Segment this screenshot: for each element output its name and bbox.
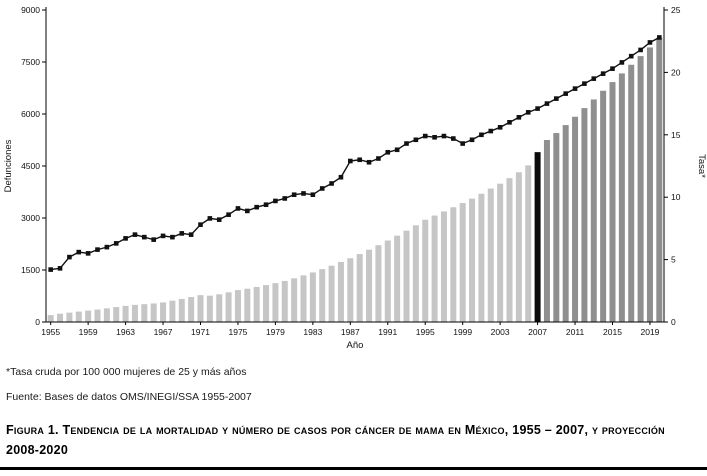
mortality-chart: 0 1500 3000 4500 6000 7500 9000 0 5 10 15 20 25 1955 1… [3, 5, 707, 351]
svg-text:2015: 2015 [603, 327, 622, 337]
bottom-divider [0, 467, 707, 470]
svg-text:1991: 1991 [378, 327, 397, 337]
svg-text:7500: 7500 [21, 57, 40, 67]
svg-text:20: 20 [671, 67, 681, 77]
svg-text:1999: 1999 [453, 327, 472, 337]
svg-text:1983: 1983 [303, 327, 322, 337]
footnote-source: Fuente: Bases de datos OMS/INEGI/SSA 195… [6, 391, 252, 403]
svg-text:9000: 9000 [21, 5, 40, 15]
chart-canvas: 0 1500 3000 4500 6000 7500 9000 0 5 10 15 20 25 1955 1… [3, 5, 707, 351]
svg-text:2011: 2011 [566, 327, 585, 337]
svg-text:5: 5 [671, 255, 676, 265]
svg-text:15: 15 [671, 130, 681, 140]
svg-text:1963: 1963 [116, 327, 135, 337]
svg-text:0: 0 [671, 317, 676, 327]
svg-text:1971: 1971 [191, 327, 210, 337]
svg-text:3000: 3000 [21, 213, 40, 223]
svg-text:25: 25 [671, 5, 681, 15]
x-axis-title: Año [347, 340, 364, 351]
svg-text:1955: 1955 [41, 327, 60, 337]
footnote-rate: *Tasa cruda por 100 000 mujeres de 25 y … [6, 366, 247, 378]
svg-text:1959: 1959 [79, 327, 98, 337]
svg-text:1975: 1975 [228, 327, 247, 337]
svg-text:1979: 1979 [266, 327, 285, 337]
svg-text:1995: 1995 [416, 327, 435, 337]
svg-text:2019: 2019 [640, 327, 659, 337]
svg-text:1967: 1967 [154, 327, 173, 337]
svg-text:4500: 4500 [21, 161, 40, 171]
left-axis-title: Defunciones [3, 139, 14, 192]
plot-area: 0 1500 3000 4500 6000 7500 9000 0 5 10 15 20 25 1955 1… [21, 5, 681, 337]
svg-text:2003: 2003 [491, 327, 510, 337]
svg-text:10: 10 [671, 192, 681, 202]
svg-text:2007: 2007 [528, 327, 547, 337]
figure-caption: Figura 1. Tendencia de la mortalidad y n… [6, 423, 665, 457]
svg-text:0: 0 [35, 317, 40, 327]
svg-text:1987: 1987 [341, 327, 360, 337]
svg-text:6000: 6000 [21, 109, 40, 119]
svg-text:1500: 1500 [21, 265, 40, 275]
right-axis-title: Tasa* [696, 154, 707, 178]
